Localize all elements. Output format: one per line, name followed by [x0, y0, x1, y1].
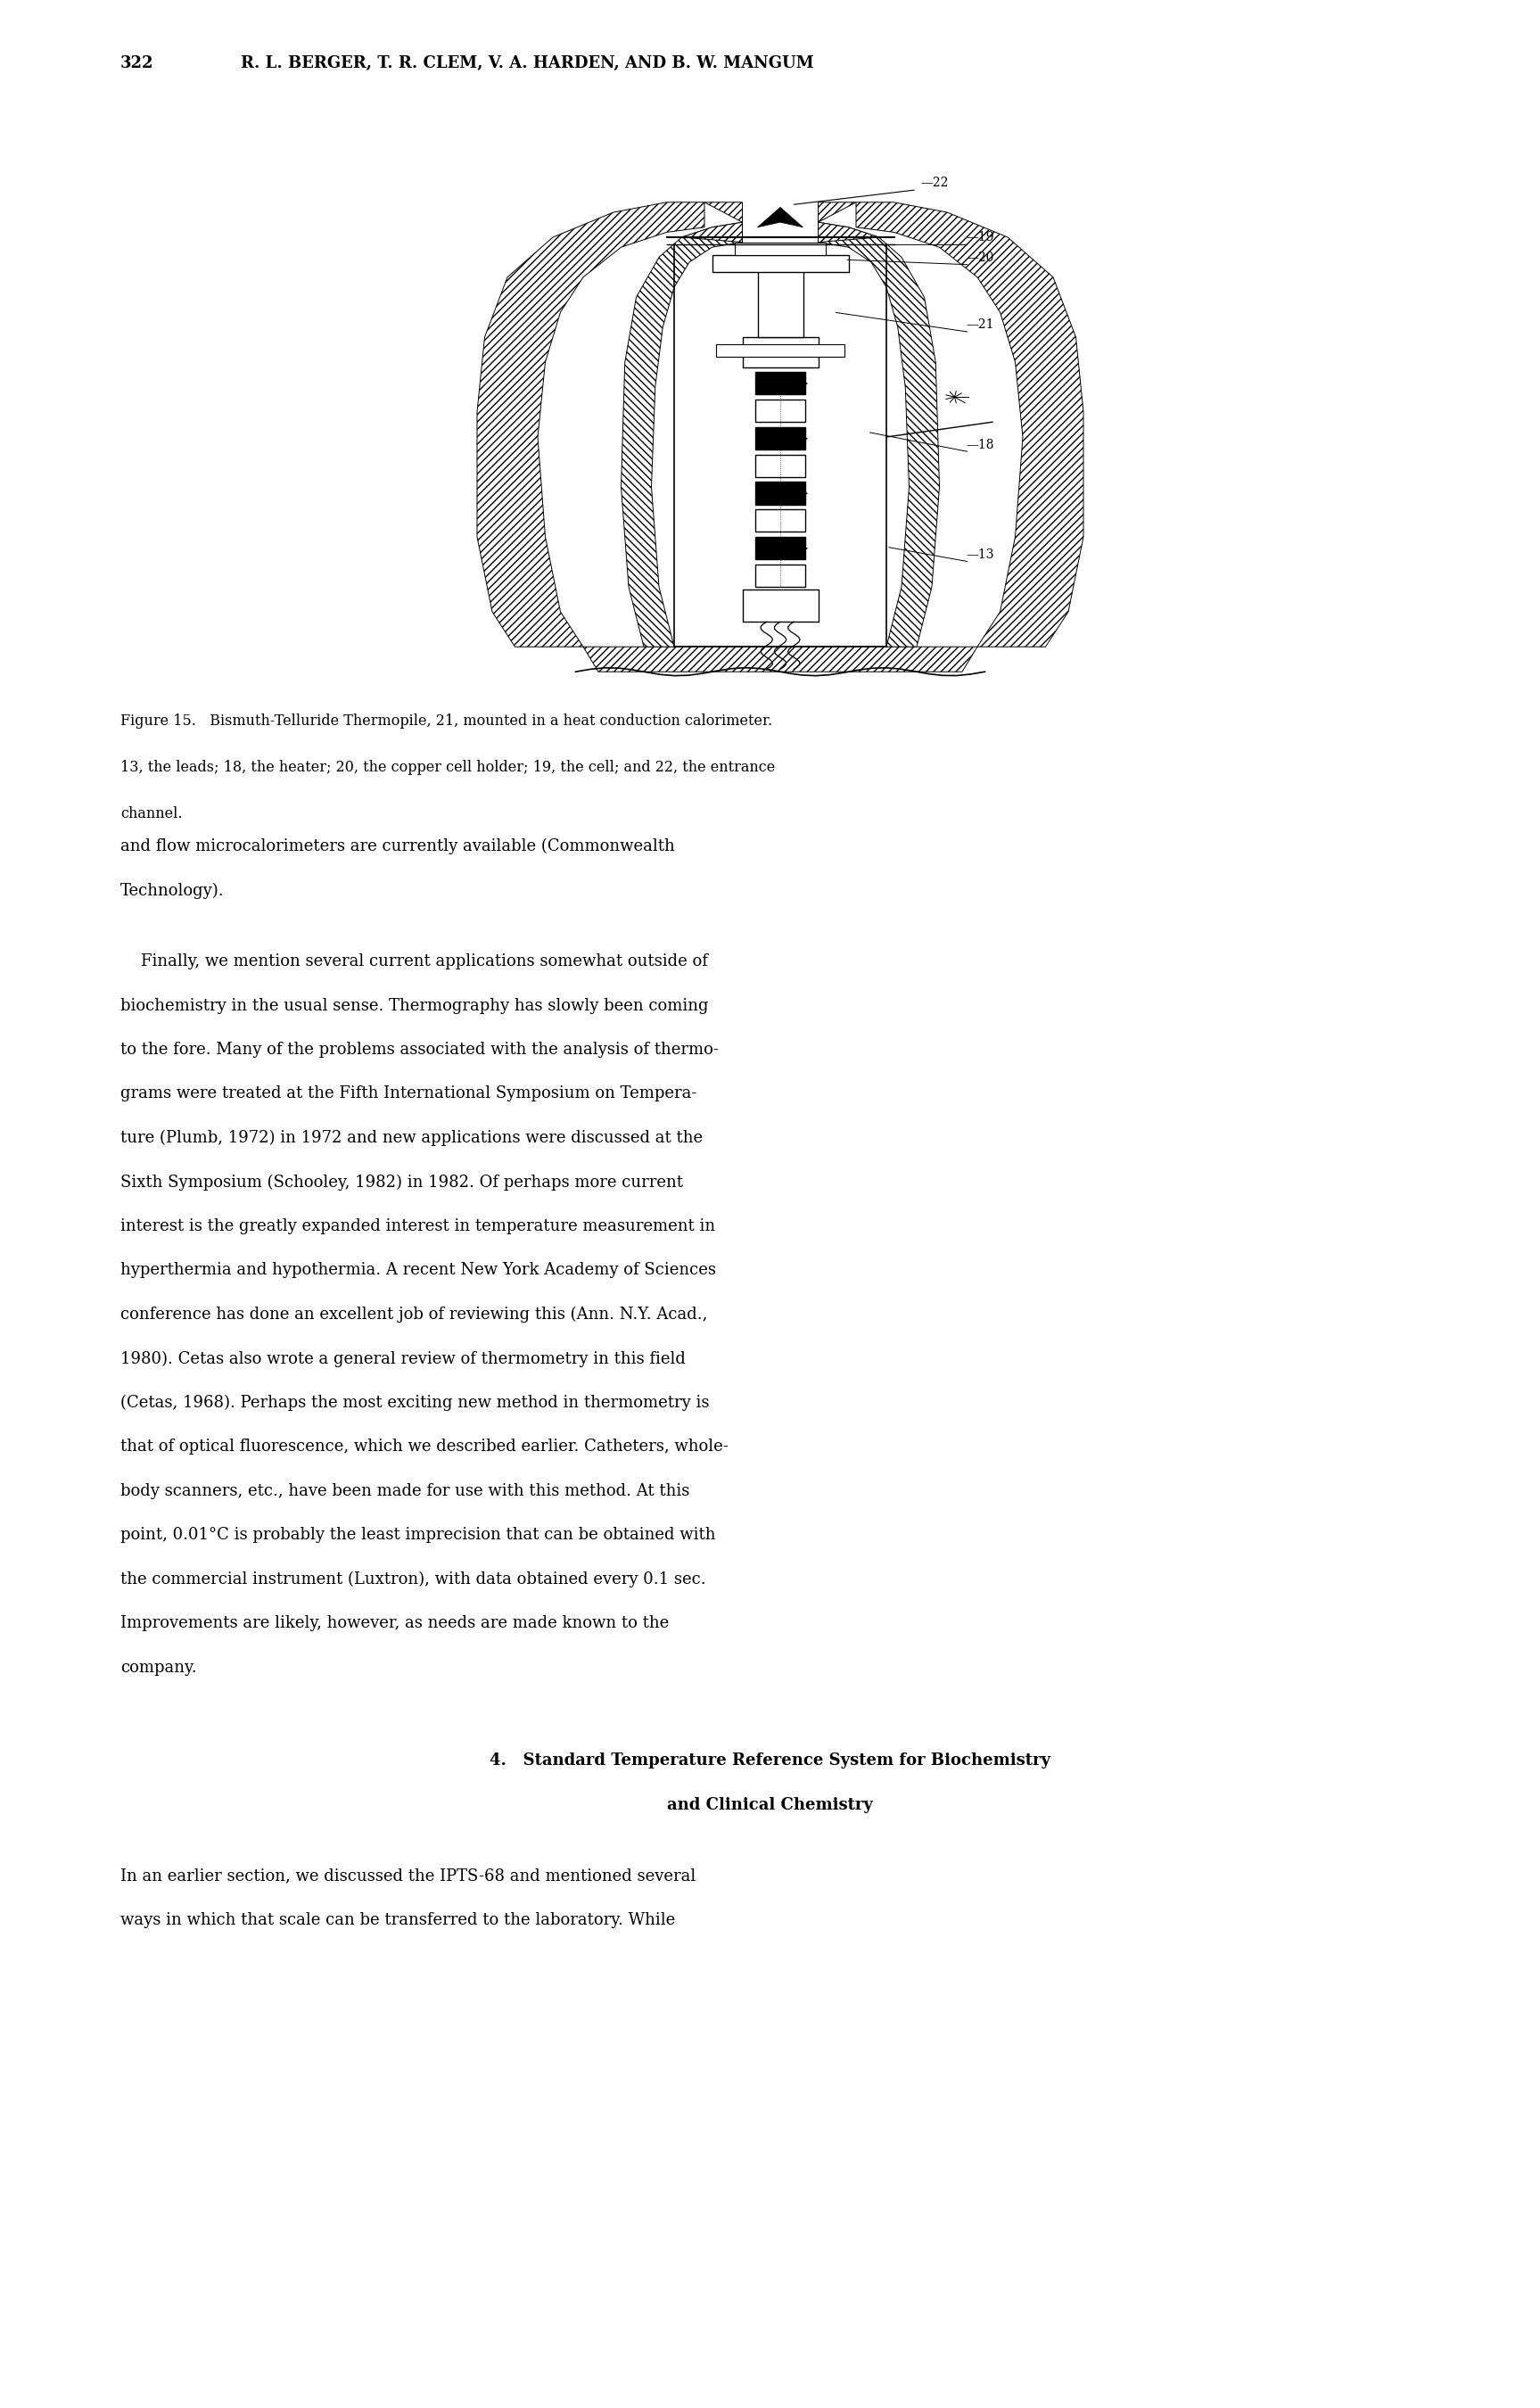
- Text: R. L. BERGER, T. R. CLEM, V. A. HARDEN, AND B. W. MANGUM: R. L. BERGER, T. R. CLEM, V. A. HARDEN, …: [240, 55, 815, 72]
- Text: Figure 15.   Bismuth-Telluride Thermopile, 21, mounted in a heat conduction calo: Figure 15. Bismuth-Telluride Thermopile,…: [120, 713, 773, 730]
- Bar: [756, 373, 805, 395]
- Text: 1980). Cetas also wrote a general review of thermometry in this field: 1980). Cetas also wrote a general review…: [120, 1351, 685, 1368]
- Text: biochemistry in the usual sense. Thermography has slowly been coming: biochemistry in the usual sense. Thermog…: [120, 997, 708, 1014]
- Text: company.: company.: [120, 1659, 197, 1676]
- Text: In an earlier section, we discussed the IPTS-68 and mentioned several: In an earlier section, we discussed the …: [120, 1869, 696, 1883]
- Bar: [756, 537, 805, 559]
- Polygon shape: [758, 207, 802, 226]
- Text: —13: —13: [966, 549, 993, 561]
- Bar: [758, 258, 802, 337]
- Text: —18: —18: [966, 438, 993, 450]
- Text: hyperthermia and hypothermia. A recent New York Academy of Sciences: hyperthermia and hypothermia. A recent N…: [120, 1262, 716, 1279]
- Polygon shape: [818, 222, 939, 648]
- Text: 322: 322: [120, 55, 154, 72]
- Text: —22: —22: [921, 176, 949, 188]
- Text: that of optical fluorescence, which we described earlier. Catheters, whole-: that of optical fluorescence, which we d…: [120, 1440, 728, 1454]
- Polygon shape: [621, 222, 742, 648]
- Bar: [756, 455, 805, 477]
- Bar: [756, 426, 805, 450]
- Polygon shape: [704, 202, 742, 222]
- Text: —21: —21: [966, 318, 993, 332]
- Polygon shape: [584, 648, 978, 672]
- Bar: [742, 590, 818, 621]
- Text: to the fore. Many of the problems associated with the analysis of thermo-: to the fore. Many of the problems associ…: [120, 1043, 719, 1057]
- Text: Sixth Symposium (Schooley, 1982) in 1982. Of perhaps more current: Sixth Symposium (Schooley, 1982) in 1982…: [120, 1175, 684, 1190]
- Bar: [756, 563, 805, 588]
- Text: body scanners, etc., have been made for use with this method. At this: body scanners, etc., have been made for …: [120, 1483, 690, 1500]
- Bar: [735, 243, 825, 255]
- Bar: [756, 400, 805, 421]
- Bar: [716, 344, 844, 356]
- Polygon shape: [477, 202, 704, 648]
- Text: 13, the leads; 18, the heater; 20, the copper cell holder; 19, the cell; and 22,: 13, the leads; 18, the heater; 20, the c…: [120, 761, 775, 775]
- Text: grams were treated at the Fifth International Symposium on Tempera-: grams were treated at the Fifth Internat…: [120, 1086, 696, 1103]
- Bar: [711, 255, 849, 272]
- Polygon shape: [856, 202, 1084, 648]
- Text: ture (Plumb, 1972) in 1972 and new applications were discussed at the: ture (Plumb, 1972) in 1972 and new appli…: [120, 1129, 702, 1146]
- Text: ways in which that scale can be transferred to the laboratory. While: ways in which that scale can be transfer…: [120, 1912, 675, 1929]
- Text: Technology).: Technology).: [120, 881, 225, 898]
- Text: and flow microcalorimeters are currently available (Commonwealth: and flow microcalorimeters are currently…: [120, 838, 675, 855]
- Polygon shape: [682, 222, 742, 243]
- Text: (Cetas, 1968). Perhaps the most exciting new method in thermometry is: (Cetas, 1968). Perhaps the most exciting…: [120, 1394, 710, 1411]
- Text: —20: —20: [966, 250, 993, 265]
- Polygon shape: [818, 202, 856, 222]
- Text: and Clinical Chemistry: and Clinical Chemistry: [667, 1796, 873, 1813]
- Bar: [742, 337, 818, 366]
- Bar: [756, 510, 805, 532]
- Text: —19: —19: [966, 231, 993, 243]
- Text: the commercial instrument (Luxtron), with data obtained every 0.1 sec.: the commercial instrument (Luxtron), wit…: [120, 1572, 705, 1587]
- Bar: [756, 482, 805, 503]
- Text: Improvements are likely, however, as needs are made known to the: Improvements are likely, however, as nee…: [120, 1616, 668, 1633]
- Polygon shape: [818, 222, 879, 243]
- Text: point, 0.01°C is probably the least imprecision that can be obtained with: point, 0.01°C is probably the least impr…: [120, 1527, 716, 1544]
- Text: channel.: channel.: [120, 807, 182, 821]
- Text: Finally, we mention several current applications somewhat outside of: Finally, we mention several current appl…: [120, 954, 708, 970]
- Text: conference has done an excellent job of reviewing this (Ann. N.Y. Acad.,: conference has done an excellent job of …: [120, 1308, 707, 1322]
- Text: interest is the greatly expanded interest in temperature measurement in: interest is the greatly expanded interes…: [120, 1218, 715, 1235]
- Text: 4.   Standard Temperature Reference System for Biochemistry: 4. Standard Temperature Reference System…: [490, 1753, 1050, 1770]
